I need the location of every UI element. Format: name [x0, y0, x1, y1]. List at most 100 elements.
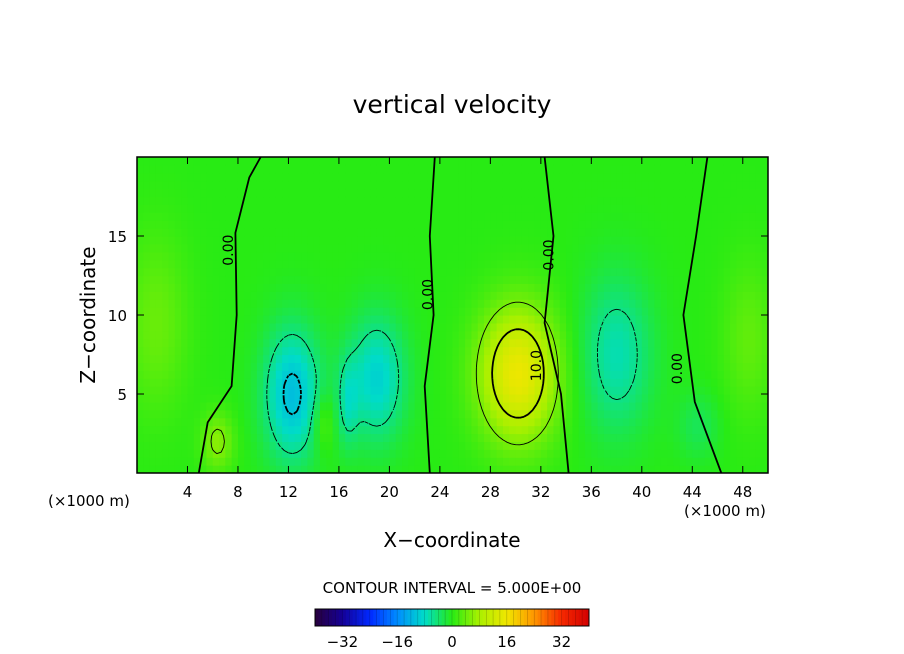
heat-cell: [635, 425, 643, 435]
heat-cell: [603, 370, 611, 379]
heat-cell: [736, 228, 744, 237]
heat-cell: [679, 188, 687, 198]
heat-cell: [193, 212, 201, 221]
heat-cell: [155, 417, 163, 427]
heat-cell: [509, 433, 517, 442]
heat-cell: [427, 449, 435, 458]
heat-cell: [155, 180, 163, 190]
heat-cell: [736, 417, 744, 427]
heat-cell: [345, 378, 353, 387]
heat-cell: [755, 251, 763, 261]
heat-cell: [597, 243, 605, 253]
heat-cell: [193, 259, 201, 269]
colorbar-swatch: [558, 609, 562, 626]
heat-cell: [597, 307, 605, 316]
heat-cell: [351, 409, 359, 419]
heat-cell: [755, 394, 763, 403]
colorbar-tick-label: 32: [552, 633, 571, 651]
heat-cell: [420, 322, 428, 332]
heat-cell: [597, 299, 605, 308]
heat-cell: [395, 172, 403, 182]
heat-cell: [357, 449, 365, 458]
heat-cell: [237, 157, 245, 166]
heat-cell: [521, 433, 529, 442]
heat-cell: [219, 441, 226, 450]
heat-cell: [427, 401, 435, 411]
heat-cell: [679, 291, 687, 300]
heat-cell: [439, 346, 447, 356]
heat-cell: [484, 307, 491, 316]
heat-cell: [383, 291, 390, 300]
heat-cell: [547, 291, 555, 300]
heat-cell: [559, 220, 567, 229]
heat-cell: [742, 243, 750, 253]
heat-cell: [452, 386, 460, 395]
heat-cell: [521, 228, 529, 237]
heat-cell: [534, 188, 542, 198]
heat-cell: [749, 449, 756, 458]
heat-cell: [181, 417, 189, 427]
heat-cell: [446, 330, 454, 340]
heat-cell: [319, 433, 327, 442]
heat-cell: [383, 425, 390, 435]
heat-cell: [547, 433, 555, 442]
heat-cell: [648, 354, 656, 363]
heat-cell: [275, 362, 283, 371]
heat-cell: [225, 188, 233, 198]
heat-cell: [566, 315, 573, 324]
heat-cell: [490, 228, 498, 237]
heat-cell: [137, 354, 144, 363]
heat-cell: [654, 386, 662, 395]
heat-cell: [749, 228, 756, 237]
heat-cell: [332, 220, 340, 229]
heat-cell: [338, 243, 346, 253]
heat-cell: [742, 315, 750, 324]
heat-cell: [509, 441, 517, 450]
heat-cell: [484, 251, 491, 261]
heat-cell: [168, 330, 176, 340]
heat-cell: [364, 338, 372, 348]
heat-cell: [566, 322, 573, 332]
heat-cell: [660, 354, 668, 363]
heat-cell: [490, 164, 498, 174]
heat-cell: [528, 196, 536, 205]
heat-cell: [484, 346, 491, 356]
heat-cell: [237, 457, 245, 466]
heat-cell: [730, 465, 738, 473]
heat-cell: [200, 330, 208, 340]
heat-cell: [187, 465, 195, 473]
heat-cell: [219, 354, 226, 363]
heat-cell: [237, 180, 245, 190]
heat-cell: [477, 362, 485, 371]
heat-cell: [200, 433, 208, 442]
heat-cell: [420, 204, 428, 213]
heat-cell: [181, 291, 189, 300]
heat-cell: [730, 275, 738, 284]
heat-cell: [389, 228, 397, 237]
heat-cell: [231, 283, 239, 292]
heat-cell: [673, 188, 681, 198]
heat-cell: [717, 449, 725, 458]
heat-cell: [578, 386, 586, 395]
heat-cell: [629, 212, 637, 221]
heat-cell: [704, 291, 712, 300]
colorbar-swatch: [482, 609, 487, 626]
heat-cell: [648, 220, 656, 229]
heat-cell: [187, 251, 195, 261]
heat-cell: [174, 362, 182, 371]
heat-cell: [685, 465, 693, 473]
heat-cell: [376, 362, 384, 371]
heat-cell: [534, 180, 542, 190]
heat-cell: [534, 164, 542, 174]
heat-cell: [553, 299, 561, 308]
heat-cell: [616, 243, 624, 253]
heat-cell: [351, 299, 359, 308]
heat-cell: [301, 157, 308, 166]
heat-cell: [717, 188, 725, 198]
heat-cell: [749, 362, 756, 371]
heat-cell: [370, 322, 378, 332]
heat-cell: [528, 172, 536, 182]
heat-cell: [219, 386, 226, 395]
heat-cell: [660, 394, 668, 403]
heat-cell: [566, 180, 573, 190]
